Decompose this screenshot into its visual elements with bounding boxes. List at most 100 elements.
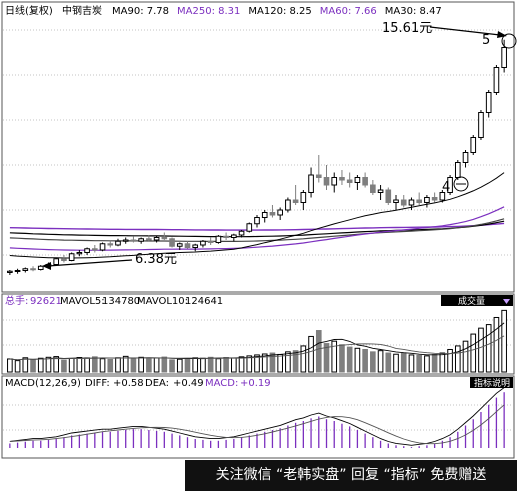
volume-bar-15 xyxy=(122,355,129,373)
candle-31 xyxy=(246,223,253,232)
low-arrow-head xyxy=(42,262,51,270)
candle-11 xyxy=(91,248,98,251)
volume-bar-33 xyxy=(261,353,268,373)
macd-badge[interactable]: 指标说明 xyxy=(474,377,510,389)
candle-27 xyxy=(215,235,222,243)
candle-35 xyxy=(277,209,283,216)
volume-total-label: 总手: xyxy=(5,294,28,307)
candle-56 xyxy=(439,192,446,201)
volume-bar-4 xyxy=(37,357,44,373)
candle-46 xyxy=(362,177,368,186)
volume-bar-23 xyxy=(184,357,191,373)
stock-name: 中钢吉炭 xyxy=(62,4,102,17)
candle-7 xyxy=(61,258,67,261)
volume-bar-9 xyxy=(76,357,83,373)
marker-4-circle xyxy=(453,176,469,192)
candle-8 xyxy=(68,253,75,261)
volume-bar-13 xyxy=(107,358,114,373)
high-price-label: 15.61元 xyxy=(382,21,432,36)
ma-legend-2: MA120: 8.25 xyxy=(248,6,311,17)
volume-bar-22 xyxy=(176,358,183,373)
macd-diff-label: DIFF: xyxy=(85,378,110,389)
candle-0 xyxy=(7,270,13,273)
candle-48 xyxy=(377,189,384,193)
volume-bar-48 xyxy=(377,350,384,373)
volume-bar-42 xyxy=(331,340,338,373)
volume-ma-lines xyxy=(9,322,505,361)
candle-58 xyxy=(454,162,461,178)
candle-44 xyxy=(346,179,353,183)
volume-bar-0 xyxy=(7,358,13,373)
candle-57 xyxy=(447,177,453,193)
volume-bar-24 xyxy=(192,357,199,373)
volume-bar-21 xyxy=(169,359,175,373)
ma-legend-4: MA30: 8.47 xyxy=(385,6,442,17)
mavol5-value: 134780 xyxy=(102,296,140,307)
macd-bars xyxy=(9,392,505,448)
candle-29 xyxy=(231,234,237,238)
candle-41 xyxy=(323,177,330,186)
volume-bar-40 xyxy=(315,330,322,373)
mavol5-label: MAVOL5: xyxy=(60,296,105,307)
volume-bar-17 xyxy=(138,356,144,373)
volume-bar-29 xyxy=(231,357,237,373)
volume-bar-57 xyxy=(447,348,453,373)
marker-4-label: 4 xyxy=(442,180,450,195)
volume-bars xyxy=(7,309,507,373)
candle-13 xyxy=(107,243,114,246)
volume-bar-55 xyxy=(431,353,438,373)
volume-badge[interactable]: 成交量 xyxy=(458,295,485,307)
candle-23 xyxy=(184,243,191,248)
volume-bar-6 xyxy=(53,356,60,373)
volume-bar-16 xyxy=(130,357,137,373)
candle-1 xyxy=(14,270,21,272)
candle-21 xyxy=(169,238,175,247)
ma90-line xyxy=(9,218,505,242)
volume-bar-37 xyxy=(292,350,299,373)
price-grid xyxy=(3,29,513,256)
ma-legend-0: MA90: 7.78 xyxy=(112,6,169,17)
candle-50 xyxy=(393,199,399,203)
volume-bar-10 xyxy=(84,357,90,373)
candle-45 xyxy=(354,177,361,183)
candle-18 xyxy=(146,238,152,241)
volume-bar-18 xyxy=(146,358,152,373)
volume-bar-2 xyxy=(22,357,29,373)
candle-24 xyxy=(192,244,199,248)
price-panel-title: 日线(复权) xyxy=(5,4,53,17)
candle-54 xyxy=(424,197,430,203)
candle-12 xyxy=(99,243,106,251)
macd-macd-label: MACD: xyxy=(205,378,238,389)
candle-19 xyxy=(153,237,160,241)
volume-bar-44 xyxy=(346,346,353,373)
mavol10-label: MAVOL10: xyxy=(137,296,188,307)
candle-17 xyxy=(138,238,144,242)
candle-47 xyxy=(370,184,376,193)
candle-61 xyxy=(478,112,484,138)
macd-badge-bg xyxy=(470,377,513,388)
candle-9 xyxy=(76,252,83,255)
volume-panel-border xyxy=(1,293,515,375)
candle-63 xyxy=(493,67,500,93)
price-panel-border xyxy=(1,1,515,293)
volume-bar-41 xyxy=(323,343,330,373)
volume-bar-35 xyxy=(277,353,283,373)
volume-grid xyxy=(3,319,513,346)
volume-bar-51 xyxy=(400,353,407,373)
macd-dea-value: +0.49 xyxy=(173,378,204,389)
volume-bar-28 xyxy=(223,357,229,373)
candle-22 xyxy=(176,243,183,247)
candle-62 xyxy=(485,92,492,113)
volume-bar-27 xyxy=(215,358,222,373)
volume-badge-dropdown-icon[interactable] xyxy=(503,299,510,304)
macd-diff-dea-lines xyxy=(9,387,505,446)
candle-49 xyxy=(385,189,392,203)
candle-64 xyxy=(501,47,507,68)
candle-30 xyxy=(238,230,245,236)
macd-dea-label: DEA: xyxy=(145,378,169,389)
volume-bar-30 xyxy=(238,356,245,373)
candle-52 xyxy=(408,199,415,206)
volume-bar-45 xyxy=(354,347,361,373)
candle-59 xyxy=(462,152,469,163)
